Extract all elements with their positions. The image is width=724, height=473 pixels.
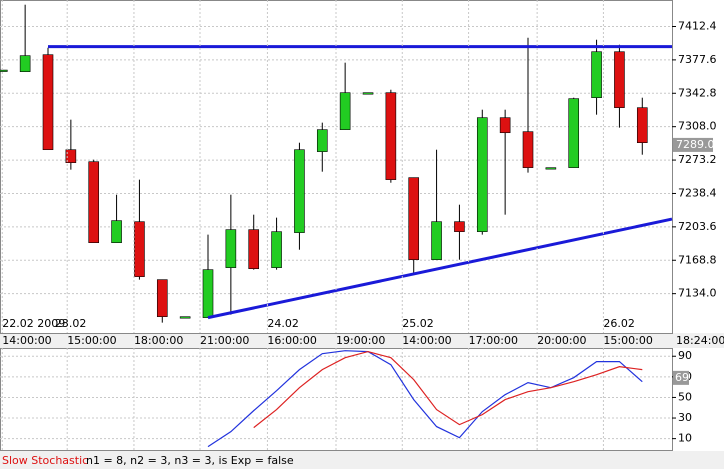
x-tick-label: 15:00:00 [67, 334, 116, 347]
last-value-box [673, 370, 689, 385]
last-price-label: 7289.0 [676, 138, 715, 151]
date-label: 25.02 [402, 317, 434, 330]
y-tick-label: 7134.0 [678, 287, 717, 300]
y-tick-label: 7168.8 [678, 253, 717, 266]
x-tick-label: 15:00:00 [603, 334, 652, 347]
date-label: 22.02 2009 [2, 317, 65, 330]
candle-body [476, 117, 488, 232]
candle-body [385, 92, 397, 180]
x-tick-label: 20:00:00 [537, 334, 586, 347]
y-tick-label: 7377.6 [678, 53, 717, 66]
x-tick-label: 21:00:00 [200, 334, 249, 347]
candle-body [339, 92, 351, 130]
x-tick-label: 17:00:00 [469, 334, 518, 347]
candle-body [0, 69, 8, 72]
y-tick-label: 30 [678, 411, 692, 424]
candle-body [294, 149, 305, 233]
date-label: 26.02 [603, 317, 635, 330]
date-label: 24.02 [267, 317, 299, 330]
x-tick-label: 14:00:00 [2, 334, 51, 347]
candle-body [42, 54, 54, 151]
candle-body [88, 161, 100, 243]
candle-body [522, 131, 534, 168]
x-tick-label: 16:00:00 [267, 334, 316, 347]
candle-body [202, 269, 214, 318]
candle-body [19, 55, 31, 72]
x-tick-label: 18:00:00 [134, 334, 183, 347]
time-axis-strip [0, 333, 724, 348]
y-tick-label: 50 [678, 390, 692, 403]
candle-body [636, 107, 648, 144]
date-label: 23.02 [55, 317, 87, 330]
y-tick-label: 7412.4 [678, 19, 717, 32]
status-strip [0, 451, 724, 469]
candle-body [545, 167, 557, 170]
candle-body [271, 231, 282, 268]
y-tick-label: 7203.6 [678, 220, 717, 233]
candle-body [111, 220, 122, 243]
y-tick-label: 7342.8 [678, 86, 717, 99]
indicator-params: n1 = 8, n2 = 3, n3 = 3, is Exp = false [86, 454, 294, 467]
last-value-label: 69 [675, 371, 689, 384]
candle-body [454, 221, 465, 232]
candle-body [179, 316, 191, 319]
x-tick-label: 14:00:00 [402, 334, 451, 347]
x-tick-label: 19:00:00 [336, 334, 385, 347]
candle-body [248, 229, 260, 270]
candle-body [408, 177, 420, 260]
candle-body [134, 221, 145, 277]
y-tick-label: 7238.4 [678, 186, 717, 199]
y-tick-label: 90 [678, 349, 692, 362]
candle-body [65, 149, 77, 163]
trend-line [207, 217, 673, 320]
candle-body [614, 51, 625, 108]
candle-body [362, 92, 374, 95]
candle-body [591, 51, 602, 98]
candle-body [499, 117, 511, 134]
candle-body [568, 98, 580, 168]
indicator-line [253, 350, 643, 429]
indicator-title: Slow Stochastic [2, 454, 88, 467]
y-tick-label: 10 [678, 432, 692, 445]
candle-body [316, 129, 328, 152]
indicator-line [207, 350, 643, 448]
y-tick-label: 7273.2 [678, 153, 717, 166]
candle-body [225, 229, 237, 268]
candle-body [156, 279, 168, 317]
x-end-label: 18:24:00 [676, 334, 724, 347]
candle-body [431, 221, 442, 260]
last-price-box [673, 137, 713, 152]
y-tick-label: 7308.0 [678, 120, 717, 133]
